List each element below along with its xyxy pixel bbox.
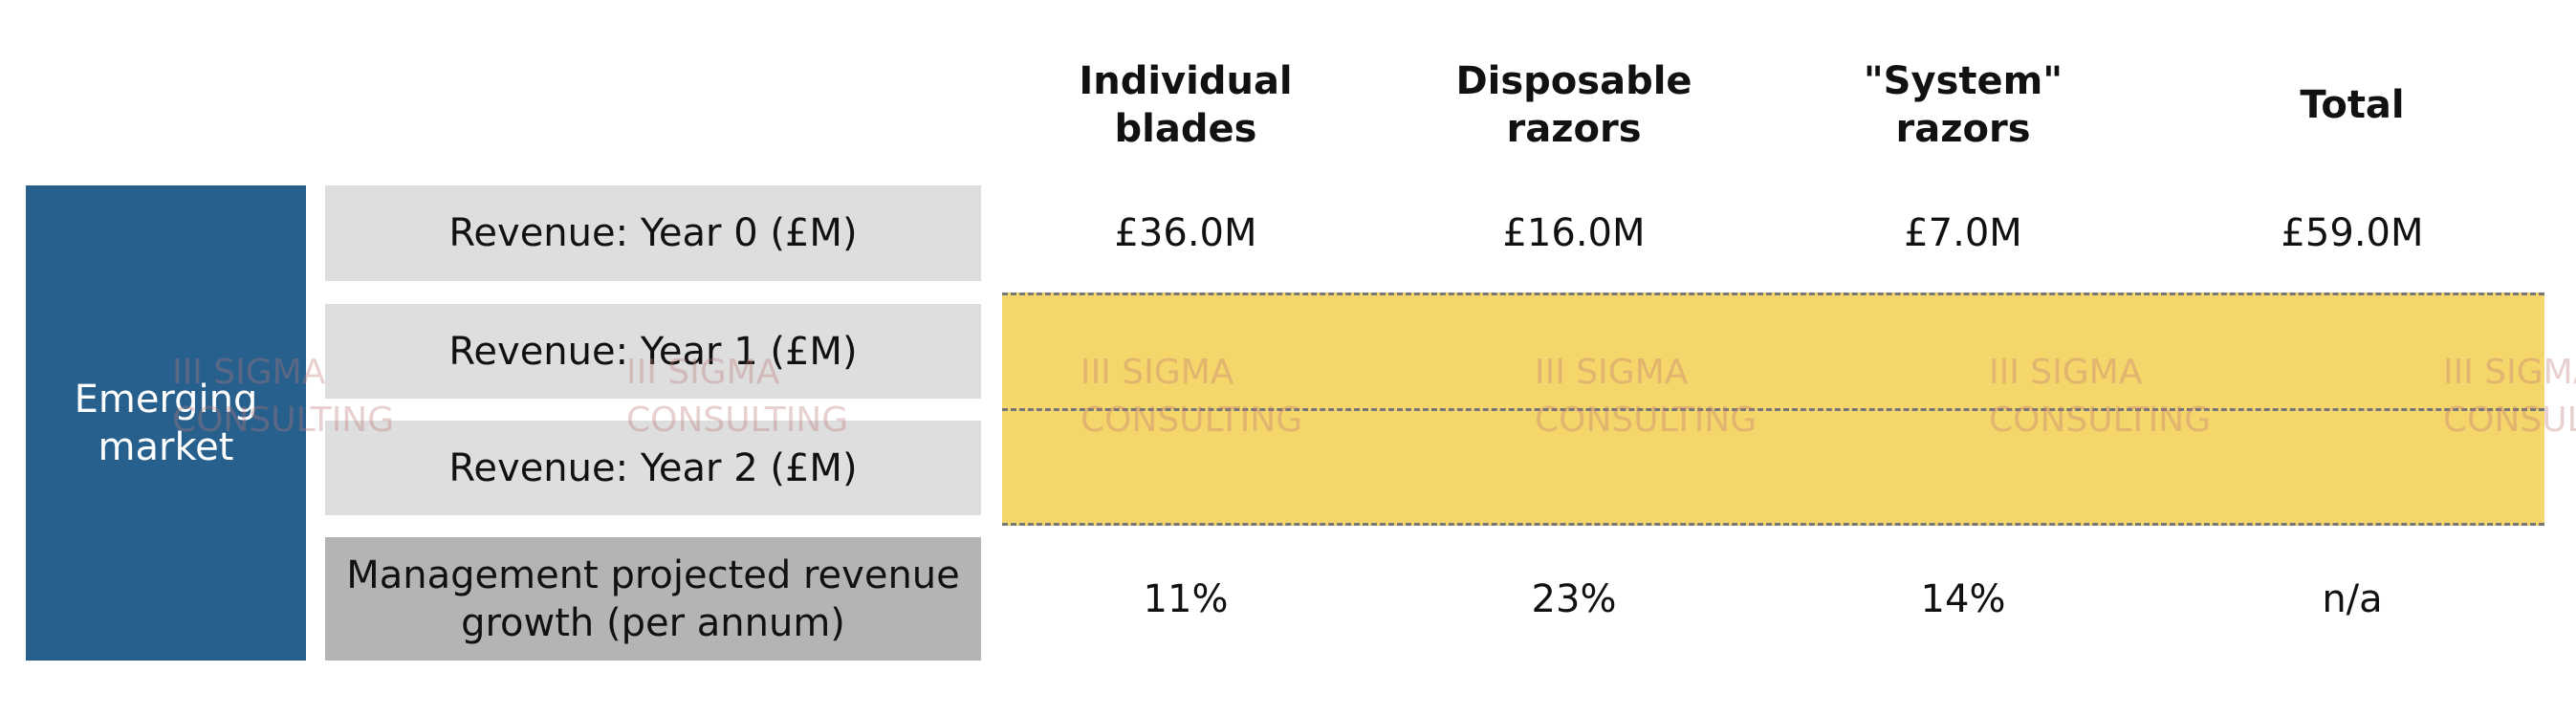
column-header: "System" razors <box>1863 59 2063 151</box>
row-label: Revenue: Year 0 (£M) <box>325 185 981 281</box>
cell: 11% <box>1143 576 1229 621</box>
cell: 23% <box>1531 576 1617 621</box>
row-label: Revenue: Year 2 (£M) <box>325 421 981 515</box>
column-header: Total <box>2300 83 2405 127</box>
cell: n/a <box>2322 576 2383 621</box>
group-label: Emerging market <box>26 185 306 661</box>
divider <box>1002 408 2544 411</box>
column-header: Disposable razors <box>1455 59 1692 151</box>
row-label: Revenue: Year 1 (£M) <box>325 304 981 399</box>
cell: £36.0M <box>1114 211 1257 255</box>
column-header: Individual blades <box>1079 59 1293 151</box>
cell: 14% <box>1920 576 2006 621</box>
cell: £59.0M <box>2281 211 2424 255</box>
row-label: Management projected revenue growth (per… <box>325 537 981 661</box>
cell: £16.0M <box>1502 211 1646 255</box>
cell: £7.0M <box>1904 211 2022 255</box>
